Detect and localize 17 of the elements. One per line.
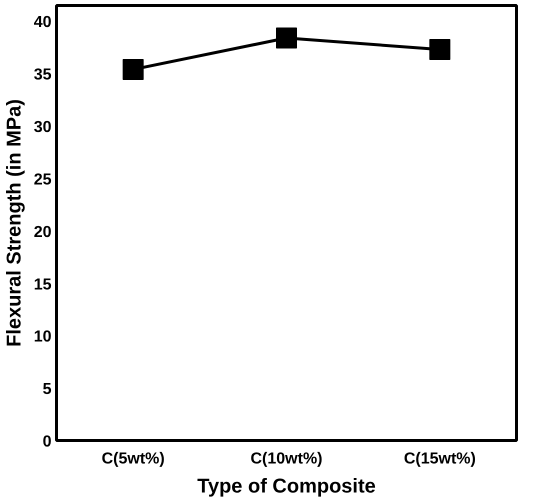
y-tick-label: 25: [34, 171, 52, 188]
point: [276, 27, 297, 48]
y-tick-label: 40: [34, 14, 52, 32]
x-tick-label: C(10wt%): [250, 450, 323, 468]
y-tick-label: 10: [34, 328, 52, 346]
point: [122, 58, 144, 80]
y-tick-label: 15: [34, 276, 52, 294]
y-tick-label: 35: [34, 66, 52, 84]
y-tick-label: 5: [42, 381, 52, 398]
x-tick-label: C(15wt%): [404, 450, 476, 468]
y-tick-label: 30: [34, 119, 52, 136]
x-tick-label: C(5wt%): [102, 450, 165, 468]
point: [429, 39, 450, 60]
y-tick-label: 20: [34, 224, 52, 241]
x-axis-title: Type of Composite: [197, 476, 376, 498]
y-axis-title: Flexural Strength (in MPa): [4, 99, 26, 347]
y-tick-label: 0: [42, 434, 52, 450]
